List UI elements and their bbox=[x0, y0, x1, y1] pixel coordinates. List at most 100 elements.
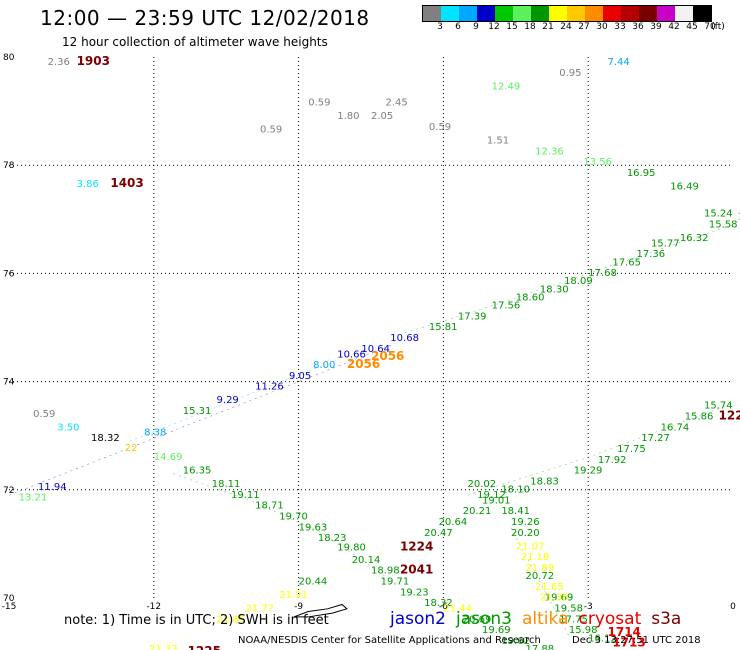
pass-time-label: 2056 bbox=[371, 349, 404, 363]
wave-height-label: 10.64 bbox=[361, 344, 390, 355]
wave-height-label: 16.12 bbox=[588, 633, 617, 644]
wave-height-label: 20.44 bbox=[299, 576, 328, 587]
legend-tick-label: 18 bbox=[524, 22, 536, 32]
longitude-tick-label: -3 bbox=[584, 602, 593, 612]
legend-tick-label: 15 bbox=[506, 22, 518, 32]
legend-swatch bbox=[639, 6, 657, 21]
wave-height-label: 15.98 bbox=[569, 625, 598, 636]
wave-height-label: 2.05 bbox=[371, 111, 393, 122]
wave-height-label: 3.50 bbox=[57, 422, 79, 433]
legend-unit-label: (ft) bbox=[711, 22, 725, 32]
wave-height-label: 9.05 bbox=[289, 371, 311, 382]
wave-height-label: 17.56 bbox=[492, 301, 521, 312]
satellite-track bbox=[467, 402, 734, 496]
wave-height-label: 21.33 bbox=[149, 644, 178, 650]
wave-height-label: 21.44 bbox=[443, 604, 472, 615]
wave-height-label: 3.86 bbox=[77, 179, 99, 190]
wave-height-label: 0.59 bbox=[33, 409, 55, 420]
legend-swatch bbox=[441, 6, 459, 21]
legend-swatch bbox=[477, 6, 495, 21]
wave-height-label: 16.74 bbox=[661, 422, 690, 433]
wave-height-label: 12.49 bbox=[492, 81, 521, 92]
pass-time-label: 2041 bbox=[400, 563, 433, 577]
wave-height-label: 19.12 bbox=[477, 490, 506, 501]
map-subtitle: 12 hour collection of altimeter wave hei… bbox=[62, 35, 328, 49]
latitude-tick-label: 70 bbox=[3, 594, 15, 604]
wave-height-label: 18.83 bbox=[530, 476, 559, 487]
wave-height-label: 20.64 bbox=[439, 517, 468, 528]
wave-height-label: 14.69 bbox=[154, 452, 183, 463]
legend-swatch bbox=[531, 6, 549, 21]
legend-tick-label: 12 bbox=[488, 22, 500, 32]
wave-height-label: 15.24 bbox=[704, 209, 733, 220]
wave-height-label: 17.39 bbox=[458, 311, 487, 322]
wave-height-label: 11.94 bbox=[38, 482, 67, 493]
wave-height-label: 13.21 bbox=[19, 493, 48, 504]
wave-height-label: 9.29 bbox=[217, 395, 239, 406]
wave-height-label: 21.85 bbox=[217, 614, 246, 625]
legend-swatch bbox=[567, 6, 585, 21]
wave-height-label: 16.95 bbox=[627, 168, 656, 179]
satellite-track bbox=[510, 527, 570, 637]
credits-footer: NOAA/NESDIS Center for Satellite Applica… bbox=[238, 635, 701, 646]
wave-height-label: 15.77 bbox=[651, 238, 680, 249]
wave-height-label: 7.44 bbox=[608, 57, 630, 68]
satellite-legend: jason2 jason3 altika cryosat s3a bbox=[390, 609, 691, 629]
agency-credit: NOAA/NESDIS Center for Satellite Applica… bbox=[238, 635, 541, 646]
legend-tick-label: 21 bbox=[542, 22, 554, 32]
wave-height-label: 16.35 bbox=[183, 466, 212, 477]
legend-tick-label: 24 bbox=[560, 22, 572, 32]
pass-time-label: 1225 bbox=[188, 644, 221, 650]
wave-height-label: 19.58 bbox=[554, 604, 583, 615]
wave-height-label: 12.36 bbox=[535, 146, 564, 157]
satellite-name-altika: altika bbox=[522, 609, 569, 629]
wave-height-label: 17.92 bbox=[598, 455, 627, 466]
wave-height-label: 17.75 bbox=[559, 614, 588, 625]
legend-swatch bbox=[549, 6, 567, 21]
wave-height-label: 15.81 bbox=[429, 322, 458, 333]
legend-swatch bbox=[423, 6, 441, 21]
wave-height-label: 20.02 bbox=[468, 479, 497, 490]
satellite-name-jason2: jason2 bbox=[390, 609, 446, 629]
wave-height-label: 18.32 bbox=[91, 433, 120, 444]
legend-tick-label: 33 bbox=[614, 22, 626, 32]
latitude-tick-label: 72 bbox=[3, 486, 14, 496]
legend-tick-label: 30 bbox=[596, 22, 608, 32]
satellite-track bbox=[129, 365, 323, 442]
wave-height-label: 8.00 bbox=[313, 360, 335, 371]
wave-height-label: 18.23 bbox=[318, 533, 347, 544]
wave-height-label: 16.32 bbox=[680, 233, 709, 244]
pass-time-label: 122 bbox=[719, 408, 740, 422]
latitude-tick-label: 76 bbox=[3, 269, 15, 279]
wave-height-label: 20.20 bbox=[511, 528, 540, 539]
wave-height-label: 18.98 bbox=[371, 566, 400, 577]
wave-height-label: 0.59 bbox=[260, 125, 282, 136]
wave-height-label: 15.86 bbox=[685, 411, 714, 422]
legend-tick-label: 42 bbox=[668, 22, 680, 32]
wave-height-label: 1.80 bbox=[337, 111, 359, 122]
wave-height-label: 17.36 bbox=[636, 249, 665, 260]
wave-height-label: 21.18 bbox=[521, 552, 550, 563]
pass-time-label: 1903 bbox=[77, 54, 110, 68]
wave-height-label: 19.01 bbox=[482, 495, 511, 506]
legend-tick-label: 6 bbox=[455, 22, 461, 32]
longitude-tick-label: 0 bbox=[730, 602, 736, 612]
pass-time-label: 1714 bbox=[608, 625, 641, 639]
legend-tick-label: 45 bbox=[686, 22, 698, 32]
pass-time-label: 1713 bbox=[612, 636, 645, 650]
color-scale-labels: 3 6 9 12 15 18 21 24 27 30 33 36 39 42 45 70 (ft) bbox=[422, 22, 740, 34]
wave-height-label: 15.74 bbox=[704, 401, 733, 412]
wave-height-label: 21.65 bbox=[535, 582, 564, 593]
wave-height-label: 0.59 bbox=[308, 98, 330, 109]
wave-height-label: 17.27 bbox=[641, 433, 670, 444]
pass-time-label: 1403 bbox=[110, 176, 143, 190]
wave-height-label: 15 bbox=[738, 211, 740, 222]
wave-height-label: 18.09 bbox=[564, 276, 593, 287]
footnote: note: 1) Time is in UTC; 2) SWH is in fe… bbox=[64, 613, 329, 628]
wave-height-label: 17.68 bbox=[588, 268, 617, 279]
wave-height-label: 21.07 bbox=[516, 541, 545, 552]
legend-swatch bbox=[603, 6, 621, 21]
wave-height-label: 10.68 bbox=[390, 333, 419, 344]
wave-height-label: 19.71 bbox=[381, 576, 410, 587]
wave-height-label: 21.77 bbox=[246, 604, 275, 615]
